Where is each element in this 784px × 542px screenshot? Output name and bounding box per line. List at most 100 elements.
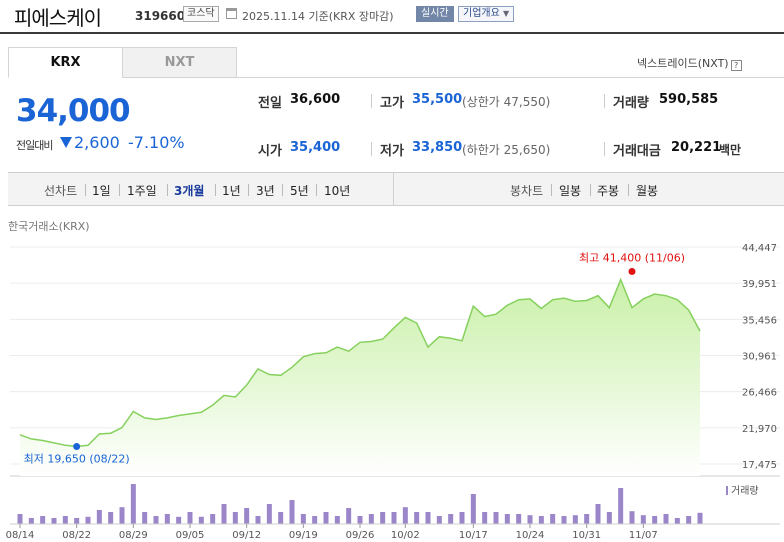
period-10y[interactable]: 10년 [324, 184, 351, 198]
candle-monthly[interactable]: 월봉 [636, 184, 659, 198]
period-divider [628, 184, 629, 196]
period-1d[interactable]: 1일 [92, 184, 111, 198]
volume-bar [674, 518, 680, 524]
volume-legend-swatch [726, 486, 728, 495]
x-tick-label: 09/05 [176, 530, 205, 541]
period-divider [282, 184, 283, 196]
volume-bar [244, 508, 250, 524]
volume-bar [448, 514, 454, 524]
volume-bar [289, 500, 295, 524]
y-tick-label: 44,447 [742, 243, 777, 254]
volume-bar [504, 514, 510, 524]
volume-bar [232, 512, 238, 524]
volume-bar [108, 512, 114, 524]
low-marker [73, 443, 81, 451]
volume-bar [323, 512, 329, 524]
realtime-button[interactable]: 실시간 [416, 6, 454, 22]
high-value: 35,500 [412, 92, 463, 107]
volume-bar [482, 512, 488, 524]
volume-bar [346, 508, 352, 524]
volume-bar [414, 512, 420, 524]
company-name: 피에스케이 [14, 6, 102, 30]
period-divider [551, 184, 552, 196]
page-header: 피에스케이 319660 코스닥 2025.11.14 기준(KRX 장마감) … [0, 0, 784, 34]
volume-bar [550, 514, 556, 524]
stat-divider [371, 142, 372, 156]
stock-code: 319660 [135, 9, 186, 23]
y-axis: 44,447 39,951 35,456 30,961 26,466 21,970 17,4… [742, 243, 777, 471]
x-tick-label: 09/19 [289, 530, 318, 541]
volume-bar [629, 511, 635, 524]
x-tick-label: 08/29 [119, 530, 148, 541]
high-label: 최고 41,400 (11/06) [579, 252, 685, 265]
high-marker [628, 268, 636, 276]
volume-bar [300, 514, 306, 524]
calendar-icon [226, 8, 237, 19]
period-divider [167, 184, 168, 196]
market-badge: 코스닥 [183, 6, 219, 22]
amount-label: 거래대금 [613, 144, 661, 159]
volume-bar [96, 510, 102, 524]
help-icon[interactable]: ? [730, 60, 742, 71]
volume-bar [312, 516, 318, 524]
period-1w[interactable]: 1주일 [127, 184, 157, 198]
open-value: 35,400 [290, 140, 341, 155]
volume-bar [210, 514, 216, 524]
upper-limit: (상한가 47,550) [462, 95, 551, 109]
volume-bar [119, 507, 125, 524]
x-tick-label: 10/31 [572, 530, 601, 541]
company-overview-button[interactable]: 기업개요 ▼ [458, 6, 515, 22]
price-chart[interactable]: 44,447 39,951 35,456 30,961 26,466 21,970 17,4… [0, 228, 784, 542]
volume-bar [357, 516, 363, 524]
period-3m[interactable]: 3개월 [174, 184, 205, 198]
change-label: 전일대비 [16, 139, 53, 152]
volume-bar [402, 507, 408, 524]
price-area [20, 279, 700, 476]
period-divider [85, 184, 86, 196]
line-chart-label: 선차트 [44, 184, 78, 198]
price-line [19, 277, 701, 448]
period-3y[interactable]: 3년 [256, 184, 275, 198]
period-bar: 선차트 1일 1주일 3개월 1년 3년 5년 10년 봉차트 일봉 주봉 월봉 [8, 172, 784, 206]
period-5y[interactable]: 5년 [290, 184, 309, 198]
volume-bar [142, 512, 148, 524]
volume-bar [652, 516, 658, 524]
volume-value: 590,585 [659, 92, 719, 107]
volume-bar [130, 484, 136, 524]
volume-bar [334, 516, 340, 524]
down-triangle-icon [60, 137, 72, 148]
x-tick-label: 10/24 [516, 530, 545, 541]
stat-divider [604, 142, 605, 156]
candle-weekly[interactable]: 주봉 [597, 184, 620, 198]
volume-bar [606, 512, 612, 524]
exchange-caption: 한국거래소(KRX) [8, 220, 90, 233]
volume-chart: 거래량 [10, 484, 780, 525]
amount-value: 20,221 [671, 140, 722, 155]
volume-bar [425, 512, 431, 524]
volume-bar [391, 512, 397, 524]
volume-bar [516, 514, 522, 524]
x-tick-label: 10/17 [459, 530, 488, 541]
volume-bar [74, 518, 80, 524]
tab-krx[interactable]: KRX [8, 47, 123, 78]
volume-bar [368, 514, 374, 524]
nextrade-link[interactable]: 넥스트레이드(NXT)? [637, 55, 742, 71]
stat-divider [371, 94, 372, 108]
volume-bar [686, 516, 692, 524]
x-axis: 08/14 08/22 08/29 09/05 09/12 09/19 09/26 10/02… [6, 524, 658, 541]
prev-close-value: 36,600 [290, 92, 341, 107]
volume-legend: 거래량 [731, 485, 759, 497]
volume-bar [198, 516, 204, 524]
y-tick-label: 26,466 [742, 388, 777, 399]
low-label: 최저 19,650 (08/22) [24, 453, 130, 466]
tab-nxt[interactable]: NXT [122, 47, 237, 78]
chevron-down-icon: ▼ [503, 9, 510, 18]
y-tick-label: 35,456 [742, 315, 777, 326]
volume-bar [663, 514, 669, 524]
period-1y[interactable]: 1년 [222, 184, 241, 198]
candle-daily[interactable]: 일봉 [559, 184, 582, 198]
volume-bar [164, 514, 170, 524]
x-tick-label: 11/07 [629, 530, 658, 541]
volume-bar [266, 504, 272, 524]
tab-divider [237, 77, 784, 78]
